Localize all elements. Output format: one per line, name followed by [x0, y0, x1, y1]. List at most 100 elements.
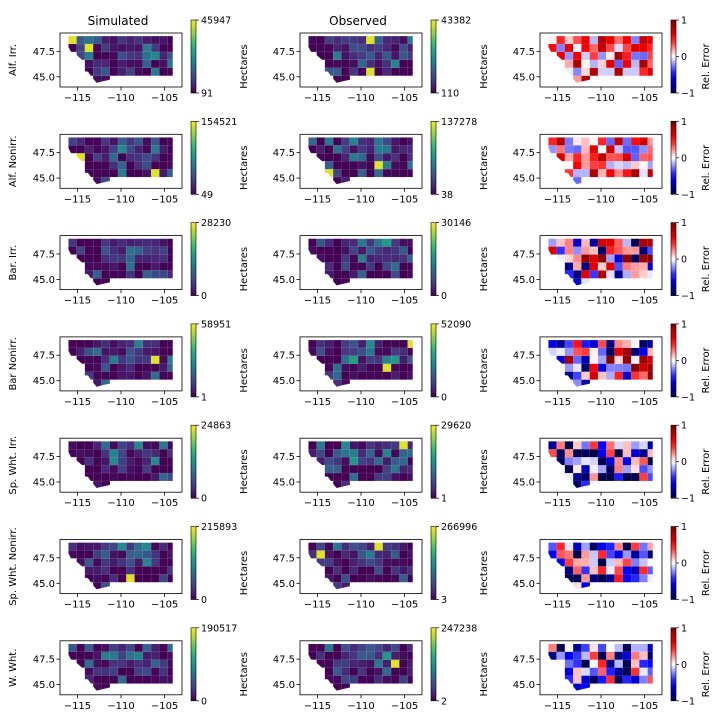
county-cell	[399, 168, 409, 178]
county-cell	[109, 448, 119, 458]
county-cell	[564, 456, 574, 466]
county-cell	[126, 675, 135, 684]
x-tick-label: −115	[64, 397, 91, 408]
county-cell	[117, 643, 127, 652]
county-cell	[150, 269, 160, 279]
x-tick-label: −115	[304, 93, 331, 104]
county-cell	[159, 339, 169, 349]
x-tick-label: −115	[64, 296, 91, 307]
county-cell	[357, 254, 367, 263]
colorbar-label: Hectares	[479, 44, 490, 88]
county-cell	[332, 168, 342, 178]
county-cell	[167, 137, 173, 146]
county-cell	[109, 472, 119, 482]
county-cell	[92, 144, 102, 154]
county-cell	[341, 238, 351, 247]
x-tick-label: −105	[631, 194, 658, 205]
county-cell	[630, 643, 640, 652]
county-cell	[142, 667, 152, 676]
county-cell	[374, 238, 384, 247]
county-cell	[399, 363, 409, 372]
county-cell	[622, 59, 632, 68]
county-cell	[316, 137, 326, 146]
county-cell	[366, 262, 375, 271]
county-cell	[622, 675, 632, 684]
county-cell	[117, 269, 127, 279]
colorbar	[430, 19, 437, 94]
colorbar	[670, 627, 677, 702]
county-cell	[589, 550, 599, 559]
county-cell	[374, 160, 384, 170]
panel-alf-irr-error: −115 −110 −105 45.0 47.5 −1 0 1 Rel. Error	[513, 16, 712, 105]
county-cell	[316, 339, 326, 349]
county-cell	[606, 542, 615, 551]
county-cell	[134, 557, 144, 567]
county-cell	[564, 137, 574, 146]
county-cell	[126, 168, 135, 178]
colorbar-label: Hectares	[479, 146, 490, 190]
county-cell	[150, 246, 160, 255]
county-cell	[606, 246, 615, 255]
x-tick-label: −105	[391, 296, 418, 307]
county-cell	[117, 448, 127, 458]
county-cell	[126, 643, 135, 652]
county-cell	[399, 246, 409, 255]
county-cell	[390, 246, 400, 255]
county-cell	[622, 550, 632, 559]
county-cell	[382, 667, 392, 676]
county-cell	[341, 464, 351, 474]
y-tick-label: 45.0	[273, 478, 295, 489]
county-cell	[606, 347, 615, 356]
county-cell	[341, 51, 351, 61]
county-cell	[349, 51, 359, 61]
county-cell	[92, 550, 102, 559]
county-cell	[316, 347, 326, 356]
county-cell	[366, 67, 375, 76]
county-cell	[374, 565, 384, 575]
map-cells	[548, 542, 653, 590]
county-cell	[366, 550, 375, 559]
county-cell	[101, 269, 111, 279]
county-cell	[109, 347, 119, 356]
county-cell	[142, 339, 152, 349]
panel-bar-irr-error: −115 −110 −105 45.0 47.5 −1 0 1 Rel. Error	[513, 218, 712, 307]
county-cell	[647, 137, 653, 146]
county-cell	[109, 675, 119, 684]
county-cell	[109, 371, 119, 380]
county-cell	[332, 339, 342, 349]
county-cell	[84, 542, 94, 551]
county-cell	[639, 565, 649, 575]
x-tick-label: −105	[631, 397, 658, 408]
county-cell	[84, 441, 94, 450]
county-cell	[142, 643, 152, 652]
colorbar-tick-label: 1	[681, 218, 687, 229]
county-cell	[316, 43, 326, 53]
county-cell	[382, 557, 392, 567]
county-cell	[390, 51, 400, 61]
x-tick-label: −110	[107, 93, 134, 104]
colorbar-tick-label: 0	[681, 356, 687, 367]
county-cell	[92, 573, 102, 583]
county-cell	[390, 472, 400, 482]
y-tick-label: 45.0	[33, 275, 55, 286]
county-cell	[92, 565, 102, 575]
county-cell	[84, 339, 94, 349]
x-tick-label: −105	[631, 296, 658, 307]
county-cell	[341, 347, 351, 356]
state-outline	[548, 643, 654, 691]
county-cell	[101, 355, 111, 364]
county-cell	[572, 441, 582, 450]
y-tick-label: 47.5	[273, 452, 295, 463]
county-cell	[366, 269, 375, 279]
county-cell	[92, 59, 102, 68]
county-cell	[622, 262, 632, 271]
county-cell	[374, 472, 384, 482]
county-cell	[167, 542, 173, 551]
county-cell	[556, 550, 566, 559]
county-cell	[109, 667, 119, 676]
county-cell	[597, 43, 607, 53]
county-cell	[399, 659, 409, 668]
county-cell	[117, 659, 127, 668]
county-cell	[374, 246, 384, 255]
county-cell	[341, 557, 351, 567]
